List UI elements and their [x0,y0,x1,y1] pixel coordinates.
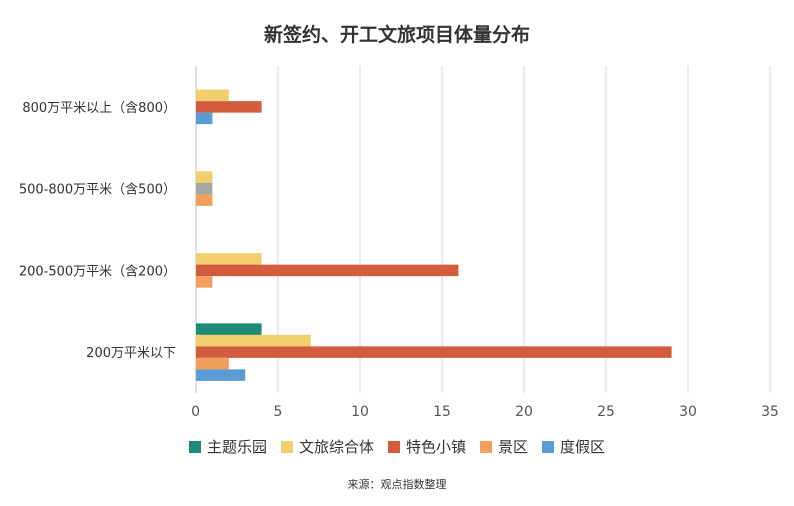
bar [196,182,213,195]
category-label: 800万平米以上（含800） [22,100,176,116]
legend-label: 景区 [498,438,529,456]
gridlines [195,66,771,393]
x-tick-label: 20 [515,404,533,420]
legend-swatch [542,441,555,453]
bar [196,253,262,265]
bar [196,346,672,358]
legend-item: 度假区 [542,436,605,457]
legend-label: 度假区 [560,438,606,456]
legend: 主题乐园 文旅综合体 特色小镇 景区 度假区 [0,436,794,457]
bar [196,264,459,277]
bar [196,357,229,370]
x-tick-label: 30 [679,404,697,420]
legend-item: 特色小镇 [387,436,466,457]
x-tick-label: 5 [274,404,283,420]
x-tick-label: 25 [597,404,615,420]
chart-title: 新签约、开工文旅项目体量分布 [263,24,530,46]
x-tick-label: 0 [191,404,200,420]
x-tick-label: 15 [433,404,451,420]
bar [196,171,213,183]
bar [196,334,311,347]
bar [196,369,246,381]
category-label: 200万平米以下 [86,346,176,361]
x-tick-label: 35 [761,404,779,420]
bars [196,89,672,381]
legend-swatch [280,441,293,453]
legend-label: 特色小镇 [405,438,466,456]
bar [196,89,229,102]
legend-swatch [387,441,400,453]
legend-label: 文旅综合体 [298,438,374,456]
category-label: 200-500万平米（含200） [19,263,176,279]
legend-item: 主题乐园 [188,436,267,457]
legend-label: 主题乐园 [206,438,267,456]
bar [196,194,213,206]
legend-item: 文旅综合体 [280,436,374,457]
legend-swatch [480,441,492,453]
bar [196,112,213,125]
bar-chart: 800万平米以上（含800） 500-800万平米（含500） 200-500万平米… [19,66,779,420]
legend-swatch [188,441,201,453]
bar [196,101,262,113]
legend-item: 景区 [480,436,528,457]
x-tick-labels: 0 5 10 15 20 25 30 35 [191,404,779,420]
source-note: 来源：观点指数整理 [347,478,447,491]
category-labels: 800万平米以上（含800） 500-800万平米（含500） 200-500万平米… [19,100,176,361]
x-tick-label: 10 [351,404,369,420]
bar [196,323,262,335]
bar [196,276,213,288]
category-label: 500-800万平米（含500） [19,182,176,198]
